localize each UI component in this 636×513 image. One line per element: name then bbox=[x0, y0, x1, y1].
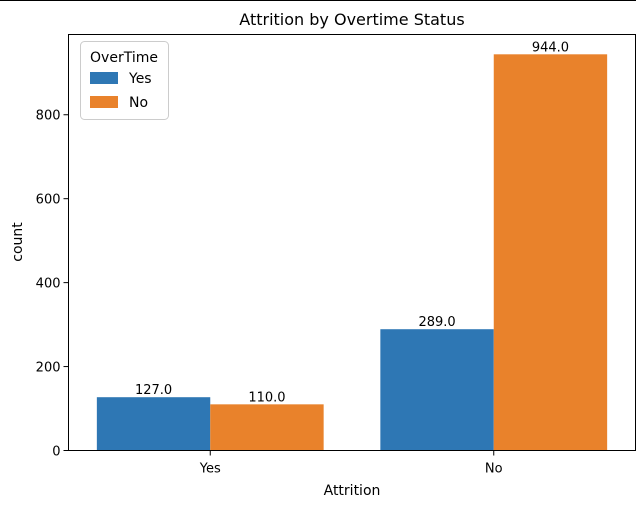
bar-no-yes bbox=[210, 404, 324, 451]
legend-label: No bbox=[129, 95, 148, 111]
y-axis-label: count bbox=[10, 222, 26, 262]
bar-yes-yes bbox=[96, 397, 211, 451]
y-tick-label: 600 bbox=[36, 193, 61, 208]
x-tick-label: Yes bbox=[199, 462, 221, 477]
legend: OverTime Yes No bbox=[80, 41, 169, 120]
legend-swatch bbox=[90, 72, 118, 84]
y-tick-label: 800 bbox=[36, 109, 61, 124]
bar-value-label: 944.0 bbox=[532, 40, 569, 55]
y-tick-label: 400 bbox=[36, 277, 61, 292]
legend-title: OverTime bbox=[90, 50, 158, 66]
x-axis: Yes No bbox=[199, 450, 503, 477]
x-tick-label: No bbox=[485, 462, 503, 477]
legend-swatch bbox=[90, 96, 118, 108]
bar-yes-no bbox=[380, 329, 494, 451]
bar-value-label: 127.0 bbox=[135, 383, 172, 398]
bar-value-label: 289.0 bbox=[418, 315, 455, 330]
y-tick-label: 200 bbox=[36, 361, 61, 376]
y-axis: 0 200 400 600 800 bbox=[36, 109, 69, 460]
bar-value-label: 110.0 bbox=[248, 390, 285, 405]
x-axis-label: Attrition bbox=[324, 483, 381, 499]
y-tick-label: 0 bbox=[52, 445, 60, 460]
legend-label: Yes bbox=[128, 71, 152, 87]
plot-area: 127.0 110.0 289.0 944.0 bbox=[96, 40, 608, 451]
legend-items: Yes No bbox=[90, 71, 152, 111]
chart-title: Attrition by Overtime Status bbox=[239, 10, 464, 29]
bar-no-no bbox=[493, 54, 608, 451]
